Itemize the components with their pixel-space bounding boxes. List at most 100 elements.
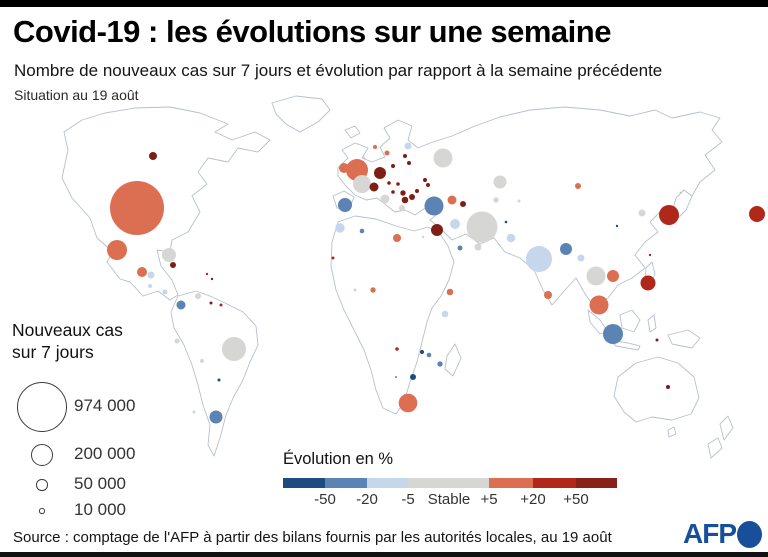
bubble-israel (431, 224, 443, 236)
bubble-serbie (400, 190, 406, 196)
color-scale-label: -50 (314, 491, 336, 508)
afp-logo-text: AFP (683, 518, 737, 549)
bubble-venezuela (195, 293, 201, 299)
landmass-greenland (271, 95, 331, 133)
bubble-irlande (339, 163, 349, 173)
size-legend: Nouveaux cas sur 7 jours 974 000 200 000 5… (12, 320, 152, 535)
bubble-zambie (420, 350, 424, 354)
bubble-ukraine (423, 178, 427, 182)
bubble-bulgarie (409, 194, 415, 200)
bubble-paraguay (217, 378, 221, 382)
bubble-cote-d-ivoire (353, 288, 357, 292)
color-scale-label: Stable (427, 491, 471, 508)
bubble-mexique (107, 240, 127, 260)
bubble-tchequie (387, 181, 391, 185)
afp-logo: AFP (683, 518, 762, 550)
bubble-afghanistan (506, 233, 516, 243)
bubble-russie (433, 148, 453, 168)
bubble-suisse (369, 182, 379, 192)
landmass-madagascar (444, 343, 462, 377)
landmass-new-zealand-south (707, 437, 723, 459)
bubble-bresil (222, 337, 246, 361)
bubble-turkmenistan (504, 220, 508, 224)
bubble-perou (174, 338, 180, 344)
landmass-new-guinea (667, 329, 701, 349)
bubble-mongolie (575, 183, 581, 189)
bubble-thailande (586, 266, 606, 286)
bubble-allemagne (374, 167, 386, 179)
bubble-chine (615, 224, 619, 228)
bubble-caraibes-2 (210, 277, 214, 281)
bubble-guatemala (137, 267, 147, 277)
bubble-ethiopie (446, 288, 454, 296)
landmass-iceland (344, 125, 361, 139)
bubble-bolivie (200, 359, 204, 363)
bubble-pologne (391, 164, 395, 168)
bubble-japon (659, 205, 679, 225)
landmass-australia (613, 356, 700, 423)
page-title: Covid-19 : les évolutions sur une semain… (13, 14, 611, 49)
size-legend-title: Nouveaux cas sur 7 jours (12, 320, 123, 362)
landmass-sulawesi (647, 314, 657, 333)
afp-logo-circle (737, 520, 762, 548)
bubble-finlande (404, 142, 412, 150)
bubble-mauritanie (331, 256, 335, 260)
color-scale-bar (283, 478, 617, 488)
bubble-inde (526, 246, 552, 272)
size-legend-circle (36, 479, 48, 491)
bubble-panama (162, 289, 168, 295)
bubble-zimbabwe (426, 352, 432, 358)
bubble-roumanie (415, 189, 419, 193)
bubble-chili (192, 410, 196, 414)
bubble-slovaquie (396, 182, 400, 186)
size-legend-circle (17, 382, 67, 432)
size-legend-value: 200 000 (74, 444, 136, 463)
bubble-australie (666, 385, 670, 389)
bubble-sri-lanka (544, 291, 552, 299)
bubble-kirghizistan (517, 199, 521, 203)
bubble-grece (399, 205, 405, 211)
bubble-colombie (176, 300, 186, 310)
color-scale-label: -5 (401, 491, 415, 508)
bubble-moldavie (426, 183, 430, 187)
bubble-ouzbekistan (493, 197, 499, 203)
bubble-canada (149, 152, 157, 160)
size-legend-circle (31, 444, 53, 466)
bubble-pacifique (749, 206, 765, 222)
bubble-georgie (447, 195, 457, 205)
bubble-malaisie (589, 295, 609, 315)
color-scale-segment (283, 478, 325, 488)
bubble-afrique-du-sud (398, 393, 418, 413)
bubble-vietnam (607, 270, 619, 282)
bubble-taiwan (648, 253, 652, 257)
color-scale-segment (408, 478, 489, 488)
bubble-croatie (391, 190, 395, 194)
color-scale-labels: -50 -20 -5 Stable +5 +20 +50 (283, 491, 623, 511)
bubble-argentine (209, 410, 223, 424)
bubble-azerbaidjan (460, 201, 466, 207)
landmass-africa (330, 215, 455, 415)
bubble-france (353, 175, 371, 193)
bubble-angola (395, 347, 399, 351)
size-legend-circle (39, 508, 45, 514)
color-scale-label: -20 (356, 491, 378, 508)
bubble-irak (450, 219, 460, 229)
bubble-philippines (640, 275, 656, 291)
bubble-costa-rica (148, 284, 152, 288)
bubble-honduras (147, 271, 155, 279)
bubble-norvege (373, 145, 377, 149)
bubble-hispaniola (170, 262, 176, 268)
bubble-namibie (395, 376, 397, 378)
bubble-mozambique (437, 361, 443, 367)
bubble-botswana (410, 374, 416, 380)
bubble-papouasie (655, 338, 659, 342)
bubble-kenya (441, 310, 449, 318)
bubble-turquie (424, 196, 444, 216)
color-scale-label: +50 (563, 491, 589, 508)
color-scale-segment (325, 478, 367, 488)
bubble-arabie-saoudite (457, 245, 463, 251)
color-legend-title: Évolution en % (283, 450, 394, 468)
bubble-tunisie (359, 228, 365, 234)
